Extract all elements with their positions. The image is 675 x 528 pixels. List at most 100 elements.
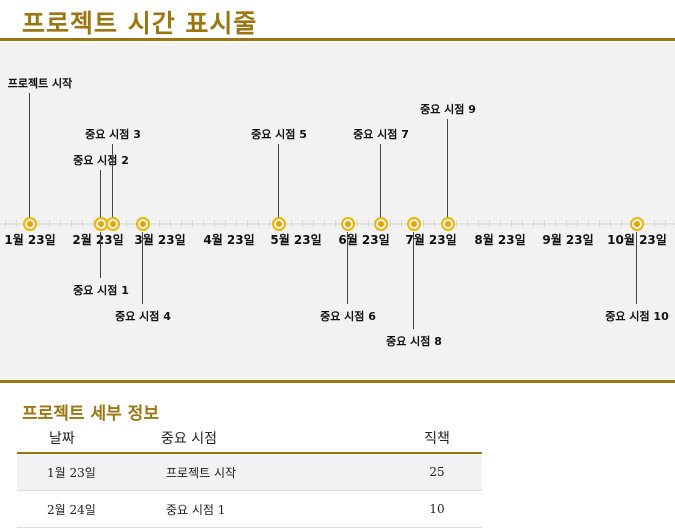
- cell-role: 10: [392, 490, 482, 528]
- axis-tick: [544, 220, 545, 227]
- month-label: 4월 23일: [203, 233, 255, 247]
- milestone-label: 중요 시점 5: [251, 128, 307, 141]
- axis-tick: [423, 220, 424, 227]
- milestone-label: 프로젝트 시작: [7, 77, 73, 90]
- axis-tick: [192, 220, 193, 227]
- table-row[interactable]: 2월 24일 중요 시점 1 10: [17, 490, 482, 528]
- month-label: 10월 23일: [607, 233, 667, 247]
- axis-tick: [49, 220, 50, 227]
- month-label: 5월 23일: [270, 233, 322, 247]
- axis-tick: [5, 220, 6, 227]
- milestone-stem: [278, 144, 279, 224]
- milestone-stem: [100, 232, 101, 278]
- cell-role: 25: [392, 453, 482, 491]
- milestone-marker-icon[interactable]: [441, 217, 455, 231]
- col-date: 날짜: [17, 424, 160, 454]
- col-milestone: 중요 시점: [160, 424, 392, 454]
- milestone-marker-icon[interactable]: [106, 217, 120, 231]
- milestone-stem: [347, 232, 348, 304]
- axis-tick: [522, 220, 523, 227]
- axis-tick: [214, 220, 215, 227]
- axis-tick: [467, 220, 468, 227]
- axis-tick: [82, 220, 83, 227]
- details-table: 날짜 중요 시점 직책 1월 23일 프로젝트 시작 25 2월 24일 중요 …: [17, 424, 482, 528]
- milestone-label: 중요 시점 1: [73, 284, 129, 297]
- axis-tick: [247, 220, 248, 227]
- milestone-label: 중요 시점 6: [320, 310, 376, 323]
- axis-tick: [654, 220, 655, 227]
- axis-tick: [478, 220, 479, 227]
- axis-tick: [203, 220, 204, 227]
- month-label: 6월 23일: [338, 233, 390, 247]
- divider: [0, 380, 675, 383]
- milestone-stem: [413, 232, 414, 329]
- milestone-marker-icon[interactable]: [374, 217, 388, 231]
- milestone-stem: [112, 144, 113, 224]
- milestone-stem: [447, 119, 448, 224]
- axis-tick: [302, 220, 303, 227]
- axis-tick: [599, 220, 600, 227]
- cell-milestone: 프로젝트 시작: [160, 453, 392, 491]
- axis-tick: [170, 220, 171, 227]
- axis-tick: [181, 220, 182, 227]
- divider: [0, 38, 675, 41]
- axis-tick: [456, 220, 457, 227]
- axis-tick: [357, 220, 358, 227]
- cell-date: 2월 24일: [17, 490, 160, 528]
- axis-tick: [665, 220, 666, 227]
- axis-tick: [335, 220, 336, 227]
- milestone-marker-icon[interactable]: [407, 217, 421, 231]
- month-label: 8월 23일: [474, 233, 526, 247]
- axis-tick: [269, 220, 270, 227]
- month-label: 2월 23일: [72, 233, 124, 247]
- axis-tick: [236, 220, 237, 227]
- axis-tick: [159, 220, 160, 227]
- axis-tick: [126, 220, 127, 227]
- col-role: 직책: [392, 424, 482, 454]
- milestone-marker-icon[interactable]: [23, 217, 37, 231]
- axis-tick: [258, 220, 259, 227]
- milestone-label: 중요 시점 4: [115, 310, 171, 323]
- milestone-marker-icon[interactable]: [341, 217, 355, 231]
- month-label: 9월 23일: [542, 233, 594, 247]
- axis-tick: [324, 220, 325, 227]
- milestone-label: 중요 시점 10: [605, 310, 669, 323]
- milestone-marker-icon[interactable]: [272, 217, 286, 231]
- axis-tick: [38, 220, 39, 227]
- axis-tick: [434, 220, 435, 227]
- month-label: 1월 23일: [4, 233, 56, 247]
- milestone-stem: [29, 93, 30, 224]
- axis-tick: [511, 220, 512, 227]
- axis-tick: [577, 220, 578, 227]
- axis-tick: [533, 220, 534, 227]
- axis-tick: [555, 220, 556, 227]
- axis-tick: [60, 220, 61, 227]
- month-label: 7월 23일: [405, 233, 457, 247]
- axis-tick: [621, 220, 622, 227]
- cell-milestone: 중요 시점 1: [160, 490, 392, 528]
- axis-tick: [291, 220, 292, 227]
- milestone-stem: [380, 144, 381, 224]
- axis-tick: [489, 220, 490, 227]
- axis-tick: [500, 220, 501, 227]
- axis-tick: [225, 220, 226, 227]
- milestone-stem: [142, 232, 143, 304]
- details-title: 프로젝트 세부 정보: [22, 404, 159, 424]
- table-row[interactable]: 1월 23일 프로젝트 시작 25: [17, 453, 482, 491]
- milestone-stem: [100, 170, 101, 224]
- milestone-marker-icon[interactable]: [136, 217, 150, 231]
- axis-tick: [401, 220, 402, 227]
- axis-tick: [390, 220, 391, 227]
- axis-tick: [93, 220, 94, 227]
- milestone-label: 중요 시점 7: [353, 128, 409, 141]
- milestone-label: 중요 시점 9: [420, 103, 476, 116]
- axis-tick: [313, 220, 314, 227]
- timeline-axis: [0, 223, 675, 225]
- axis-tick: [71, 220, 72, 227]
- milestone-label: 중요 시점 2: [73, 154, 129, 167]
- timeline: [0, 42, 675, 380]
- milestone-marker-icon[interactable]: [94, 217, 108, 231]
- axis-tick: [368, 220, 369, 227]
- axis-tick: [16, 220, 17, 227]
- milestone-marker-icon[interactable]: [630, 217, 644, 231]
